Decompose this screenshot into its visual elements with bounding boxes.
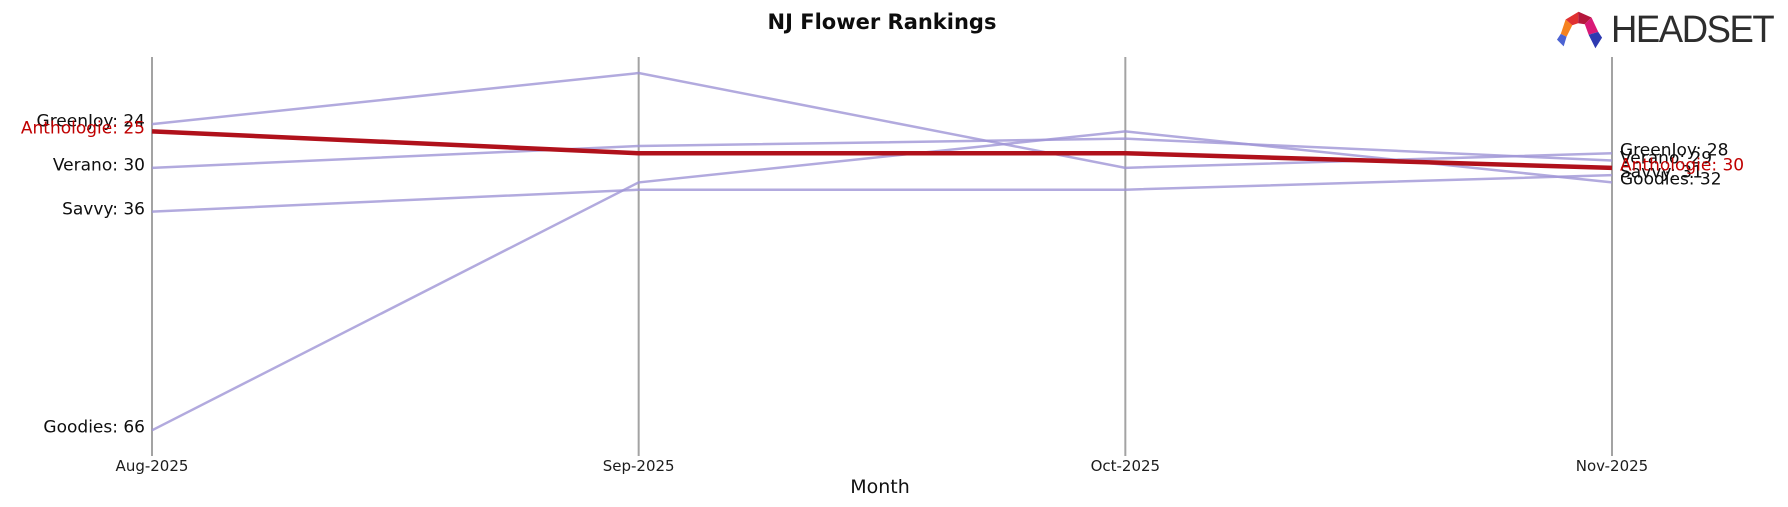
headset-logo-icon — [1556, 11, 1603, 49]
x-axis-title: Month — [850, 476, 910, 498]
series-line-Verano — [151, 137, 1613, 170]
chart-title: NJ Flower Rankings — [767, 10, 997, 34]
headset-logo-text: HEADSET — [1611, 8, 1775, 51]
series-line-Savvy — [151, 173, 1613, 213]
series-line-Goodies — [151, 130, 1613, 432]
series-line-Anthologie — [151, 129, 1613, 171]
headset-logo: HEADSET — [1556, 6, 1780, 54]
